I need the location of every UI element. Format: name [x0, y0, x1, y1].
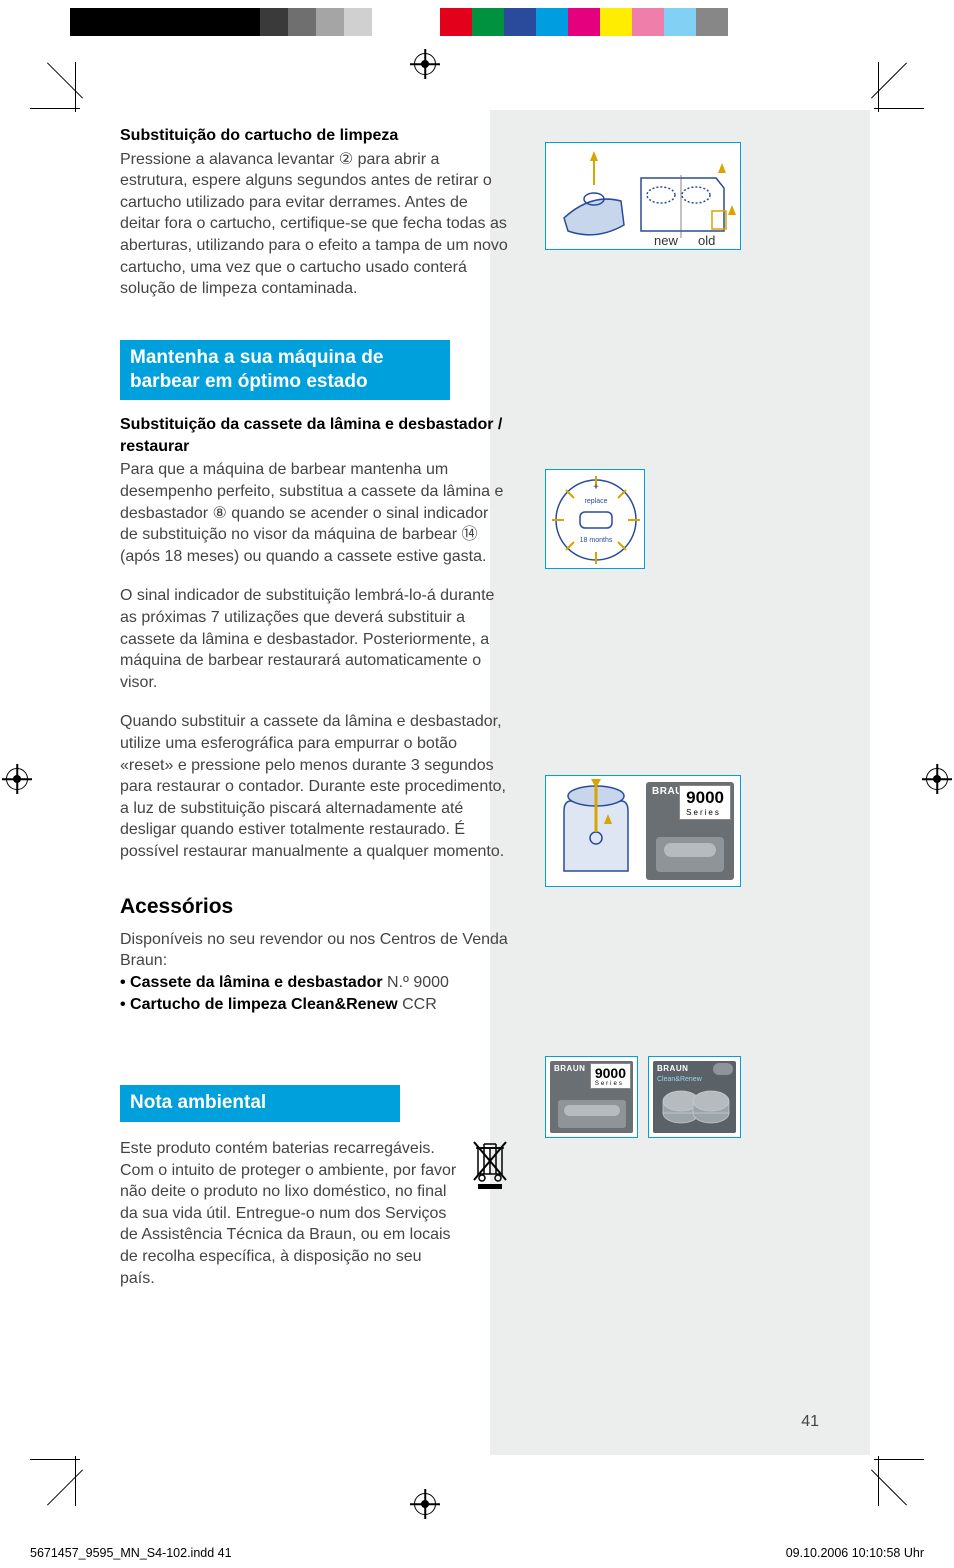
series-label: Series: [686, 808, 724, 817]
accessory-code: CCR: [398, 996, 437, 1013]
crop-mark: [30, 108, 80, 109]
footer-timestamp: 09.10.2006 10:10:58 Uhr: [786, 1546, 924, 1560]
heading-environment-box: Nota ambiental: [120, 1085, 400, 1122]
package-image: [656, 837, 724, 872]
series-label: Series: [595, 1081, 626, 1087]
cartridges-icon: [653, 1081, 738, 1131]
figure-accessory-cleanrenew: BRAUN Clean&Renew: [648, 1056, 741, 1138]
crop-mark: [47, 62, 83, 98]
brand-label: BRAUN: [554, 1064, 585, 1073]
crop-mark: [75, 62, 76, 112]
registration-mark-icon: [410, 1489, 440, 1519]
crop-mark: [874, 1459, 924, 1460]
environment-row: Este produto contém baterias recarregáve…: [120, 1138, 510, 1289]
figure-reset-and-package: BRAUN 9000 Series: [545, 775, 741, 887]
svg-text:replace: replace: [585, 498, 608, 505]
crop-mark: [878, 62, 879, 112]
series-badge: 9000 Series: [679, 785, 731, 820]
figure-replace-indicator: replace 18 months +: [545, 469, 645, 569]
svg-text:18 months: 18 months: [580, 537, 613, 544]
list-item: Cartucho de limpeza Clean&Renew CCR: [120, 994, 510, 1016]
accessory-code: N.º 9000: [383, 974, 449, 991]
color-calibration-bar-grays: [0, 8, 954, 36]
figure-accessory-cassette: BRAUN 9000 Series: [545, 1056, 638, 1138]
accessories-heading: Acessórios: [120, 893, 510, 921]
series-number: 9000: [686, 788, 724, 808]
accessories-intro: Disponíveis no seu revendor ou nos Centr…: [120, 929, 510, 972]
brand-label: BRAUN: [657, 1064, 688, 1073]
section-title-cartridge: Substituição do cartucho de limpeza: [120, 125, 510, 147]
crop-mark: [47, 1469, 83, 1505]
label-old: old: [698, 233, 715, 248]
crop-mark: [871, 1469, 907, 1505]
accessory-name: Cartucho de limpeza Clean&Renew: [130, 996, 398, 1013]
crop-mark: [30, 1459, 80, 1460]
series-number: 9000: [595, 1065, 626, 1081]
crop-mark: [871, 62, 907, 98]
heading-maintain-box: Mantenha a sua máquina de barbear em ópt…: [120, 340, 450, 401]
cassette-p1: Para que a máquina de barbear mantenha u…: [120, 459, 510, 567]
registration-mark-icon: [922, 764, 952, 794]
badge-icon: [713, 1063, 733, 1075]
section-title-cassette: Substituição da cassete da lâmina e desb…: [120, 414, 510, 457]
text-column: Substituição do cartucho de limpeza Pres…: [120, 125, 510, 1289]
weee-bin-icon: [470, 1138, 510, 1190]
registration-mark-icon: [2, 764, 32, 794]
print-footer: 5671457_9595_MN_S4-102.indd 41 09.10.200…: [30, 1546, 924, 1560]
package-image: [558, 1100, 626, 1128]
accessory-name: Cassete da lâmina e desbastador: [130, 974, 383, 991]
cassette-p3: Quando substituir a cassete da lâmina e …: [120, 711, 510, 862]
cassette-p2: O sinal indicador de substituição lembrá…: [120, 585, 510, 693]
series-badge: 9000 Series: [590, 1063, 631, 1089]
crop-mark: [874, 108, 924, 109]
list-item: Cassete da lâmina e desbastador N.º 9000: [120, 972, 510, 994]
footer-filename: 5671457_9595_MN_S4-102.indd 41: [30, 1546, 232, 1560]
registration-mark-icon: [410, 49, 440, 79]
page-number: 41: [801, 1413, 819, 1431]
environment-text: Este produto contém baterias recarregáve…: [120, 1138, 460, 1289]
figure-cartridge-replace: new old: [545, 142, 741, 250]
package-card: BRAUN 9000 Series: [646, 782, 734, 880]
crop-mark: [75, 1456, 76, 1506]
label-new: new: [654, 233, 678, 248]
section-body-cartridge: Pressione a alavanca levantar ② para abr…: [120, 149, 510, 300]
svg-text:+: +: [593, 482, 599, 493]
accessories-list: Cassete da lâmina e desbastador N.º 9000…: [120, 972, 510, 1015]
crop-mark: [878, 1456, 879, 1506]
